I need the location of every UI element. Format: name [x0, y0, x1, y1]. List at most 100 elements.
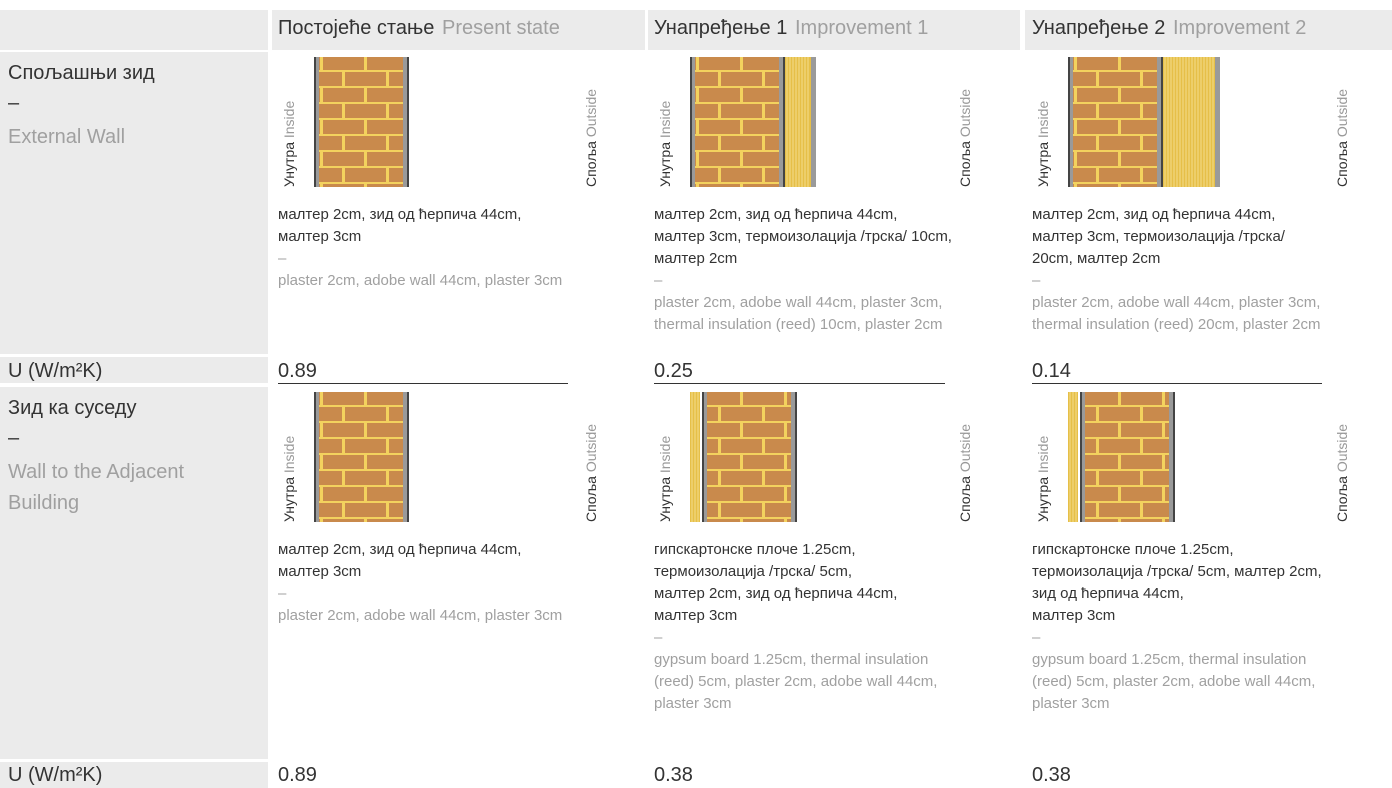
- plaster: [1068, 57, 1073, 187]
- separator: –: [1032, 629, 1041, 646]
- description-sr: малтер 3cm, термоизолација /трска/: [1032, 228, 1285, 245]
- brick-wall: [319, 57, 403, 187]
- brick-wall: [707, 392, 791, 522]
- side-label: Споља Outside: [1334, 424, 1350, 522]
- reed: [785, 57, 811, 187]
- description-en: plaster 3cm: [654, 695, 732, 712]
- u-value: 0.38: [1032, 764, 1071, 786]
- description-en: plaster 2cm, adobe wall 44cm, plaster 3c…: [1032, 294, 1321, 311]
- description-en: plaster 2cm, adobe wall 44cm, plaster 3c…: [278, 272, 563, 289]
- side-label-en: Inside: [281, 436, 297, 474]
- side-label-en: Inside: [1035, 101, 1051, 139]
- description-en: plaster 2cm, adobe wall 44cm, plaster 3c…: [278, 607, 563, 624]
- brick-wall: [319, 392, 403, 522]
- side-label: Споља Outside: [957, 424, 973, 522]
- description-en: plaster 3cm: [1032, 695, 1110, 712]
- description-en: (reed) 5cm, plaster 2cm, adobe wall 44cm…: [654, 673, 938, 690]
- side-label-sr: Унутра: [1035, 142, 1051, 187]
- plaster: [690, 57, 695, 187]
- side-label-sr: Споља: [583, 141, 599, 187]
- description-en: gypsum board 1.25cm, thermal insulation: [1032, 651, 1307, 668]
- side-label-en: Inside: [657, 436, 673, 474]
- description-sr: малтер 3cm: [1032, 607, 1116, 624]
- column-title-en: Improvement 1: [795, 17, 929, 39]
- side-label-en: Outside: [1334, 89, 1350, 137]
- side-label-sr: Унутра: [281, 477, 297, 522]
- brick-wall: [1085, 392, 1169, 522]
- side-label: Споља Outside: [583, 89, 599, 187]
- header-cell: [1025, 10, 1392, 50]
- side-label-sr: Унутра: [281, 142, 297, 187]
- row-label-sr: Спољашњи зид: [8, 62, 155, 84]
- wall-diagram: Унутра Inside Споља Outside: [281, 392, 599, 522]
- description-sr: гипскартонске плоче 1.25cm,: [654, 541, 856, 558]
- row-label-sr: Зид ка суседу: [8, 397, 137, 419]
- side-label-en: Outside: [583, 424, 599, 472]
- u-underline: [278, 383, 568, 384]
- description-sr: малтер 3cm: [278, 563, 362, 580]
- label-cell: [0, 357, 268, 383]
- side-label-sr: Унутра: [657, 142, 673, 187]
- side-label: Унутра Inside: [1035, 101, 1051, 187]
- side-label-en: Outside: [583, 89, 599, 137]
- description-en: thermal insulation (reed) 10cm, plaster …: [654, 316, 943, 333]
- description-sr: малтер 2cm, зид од ћерпича 44cm,: [1032, 206, 1276, 223]
- label-cell: [0, 387, 268, 759]
- label-cell: [0, 762, 268, 788]
- side-label: Унутра Inside: [657, 436, 673, 522]
- plaster: [811, 57, 816, 187]
- side-label-en: Outside: [1334, 424, 1350, 472]
- separator: –: [278, 250, 287, 267]
- header-cell: [648, 10, 1020, 50]
- side-label-en: Outside: [957, 424, 973, 472]
- side-label-sr: Споља: [583, 476, 599, 522]
- description-sr: малтер 2cm: [654, 250, 738, 267]
- u-underline: [1032, 383, 1322, 384]
- description-sr: малтер 2cm, зид од ћерпича 44cm,: [654, 585, 898, 602]
- u-underline: [654, 383, 945, 384]
- plaster: [779, 57, 785, 187]
- row-label-en: External Wall: [8, 126, 126, 148]
- side-label-sr: Унутра: [657, 477, 673, 522]
- separator: –: [654, 272, 663, 289]
- description-sr: гипскартонске плоче 1.25cm,: [1032, 541, 1234, 558]
- plaster: [314, 57, 319, 187]
- description-sr: термоизолација /трска/ 5cm, малтер 2cm,: [1032, 563, 1322, 580]
- description-sr: малтер 2cm, зид од ћерпича 44cm,: [278, 206, 522, 223]
- column-title-sr: Постојеће стање: [278, 17, 435, 39]
- side-label: Унутра Inside: [657, 101, 673, 187]
- wall-diagram: Унутра Inside Споља Outside: [657, 392, 973, 522]
- description-sr: малтер 3cm: [654, 607, 738, 624]
- side-label: Унутра Inside: [281, 101, 297, 187]
- side-label-sr: Споља: [1334, 476, 1350, 522]
- side-label: Унутра Inside: [281, 436, 297, 522]
- brick-wall: [1073, 57, 1157, 187]
- description-sr: малтер 3cm, термоизолација /трска/ 10cm,: [654, 228, 952, 245]
- label-cell: [0, 52, 268, 354]
- plaster: [1215, 57, 1220, 187]
- plaster: [1080, 392, 1085, 522]
- separator: –: [8, 427, 20, 449]
- side-label-sr: Споља: [1334, 141, 1350, 187]
- wall-diagram: Унутра Inside Споља Outside: [657, 57, 973, 187]
- wall-diagram: Унутра Inside Споља Outside: [1035, 392, 1350, 522]
- side-label: Споља Outside: [1334, 89, 1350, 187]
- plaster: [1157, 57, 1163, 187]
- u-value: 0.89: [278, 360, 317, 382]
- u-value: 0.38: [654, 764, 693, 786]
- u-value: 0.14: [1032, 360, 1071, 382]
- plaster: [403, 392, 409, 522]
- side-label-en: Inside: [281, 101, 297, 139]
- plaster: [1169, 392, 1175, 522]
- description-sr: термоизолација /трска/ 5cm,: [654, 563, 853, 580]
- u-value: 0.89: [278, 764, 317, 786]
- column-title-sr: Унапређење 2: [1032, 17, 1166, 39]
- plaster: [791, 392, 797, 522]
- header-corner: [0, 10, 268, 50]
- description-sr: 20cm, малтер 2cm: [1032, 250, 1161, 267]
- separator: –: [278, 585, 287, 602]
- u-value: 0.25: [654, 360, 693, 382]
- u-label: U (W/m²K): [8, 764, 103, 786]
- side-label-en: Inside: [1035, 436, 1051, 474]
